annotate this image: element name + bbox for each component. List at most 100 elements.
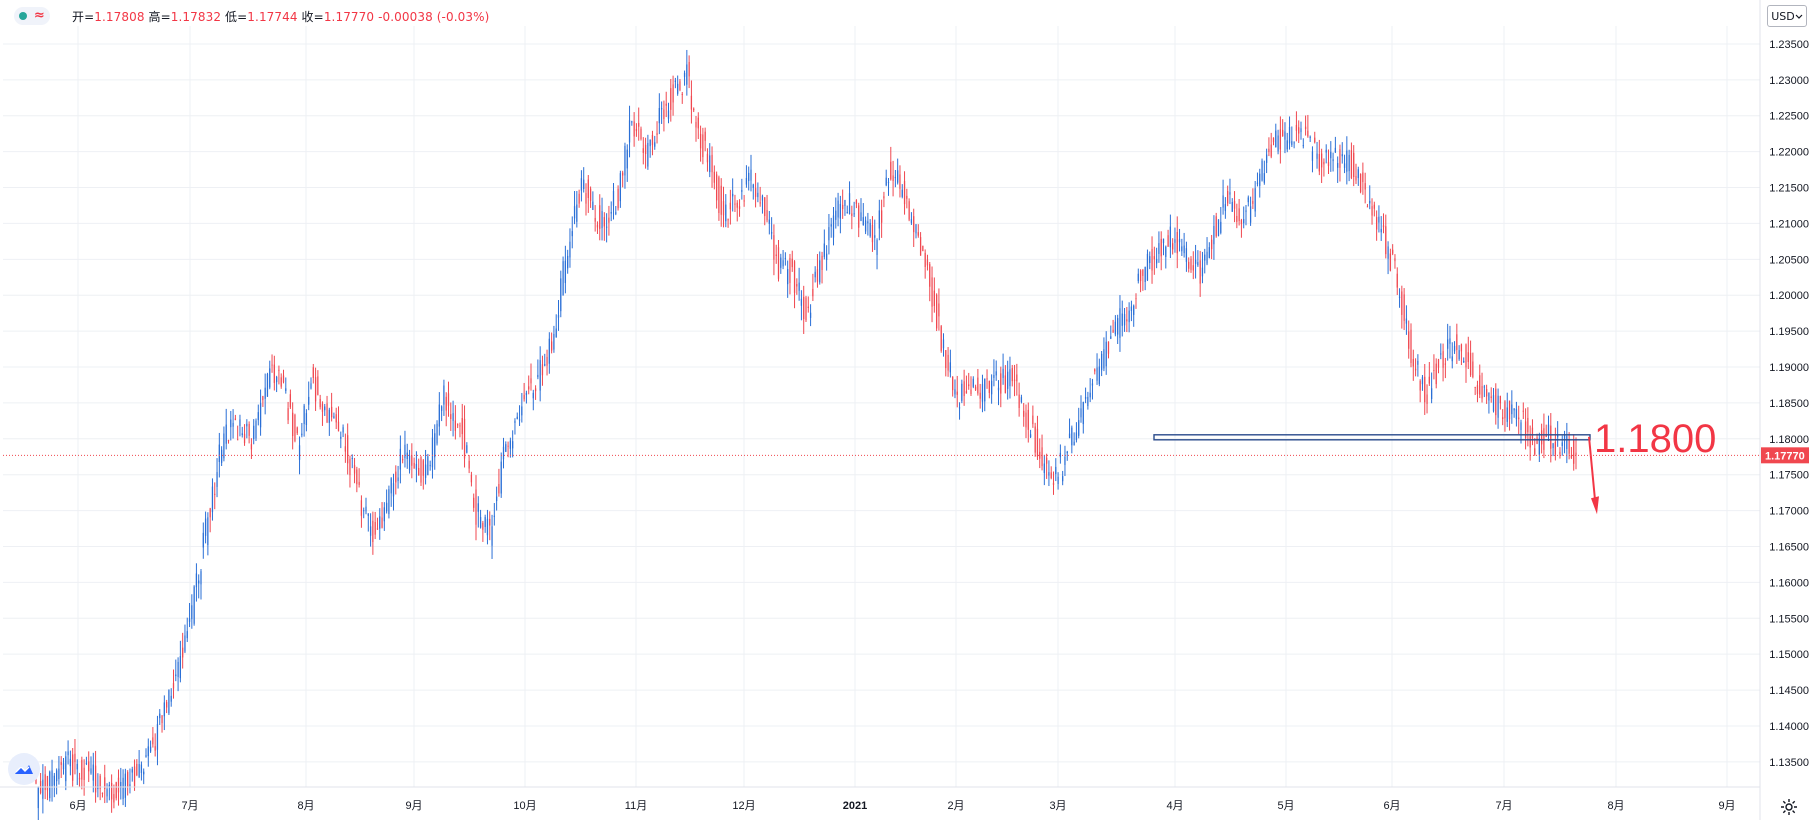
candle-body: [958, 407, 961, 409]
candle-body: [956, 391, 958, 395]
low-value: 1.17744: [247, 9, 298, 24]
candle-body: [942, 339, 945, 349]
candle-body: [500, 461, 502, 494]
gear-icon[interactable]: [1778, 796, 1800, 818]
candle-body: [211, 486, 214, 513]
candle-body: [1320, 153, 1323, 168]
candle-body: [1492, 395, 1495, 412]
candle-body: [349, 459, 351, 476]
candle-body: [784, 257, 787, 260]
candle-body: [938, 303, 940, 317]
candle-body: [532, 392, 534, 399]
candle-body: [445, 396, 447, 411]
candle-body: [418, 467, 420, 476]
candle-body: [1316, 153, 1318, 159]
candle-body: [521, 406, 523, 416]
candle-body: [793, 261, 796, 293]
status-toggle[interactable]: ≈: [14, 7, 50, 25]
candle-body: [188, 618, 191, 622]
candle-body: [702, 134, 704, 158]
candle-body: [649, 139, 651, 147]
candle-body: [46, 776, 49, 791]
candle-body: [775, 254, 777, 256]
candle-body: [264, 387, 266, 399]
x-tick-label: 8月: [297, 800, 314, 812]
candle-body: [1302, 145, 1304, 147]
candle-body: [1018, 394, 1020, 408]
candle-body: [298, 445, 301, 460]
candle-body: [1504, 401, 1506, 419]
candle-body: [626, 149, 628, 169]
candle-body: [1151, 249, 1153, 271]
x-tick-label: 9月: [1718, 800, 1735, 812]
candle-body: [686, 64, 688, 85]
candle-body: [1146, 253, 1149, 281]
candle-body: [695, 121, 697, 128]
y-tick-label: 1.23000: [1769, 75, 1809, 87]
candle-body: [1201, 267, 1204, 277]
candle-body: [1233, 201, 1236, 209]
candle-body: [1293, 142, 1295, 144]
candle-body: [94, 765, 97, 793]
candle-body: [214, 493, 216, 495]
candle-body: [1534, 448, 1536, 455]
candle-body: [947, 354, 949, 371]
close-label: 收=: [301, 9, 324, 24]
candle-body: [1114, 321, 1117, 335]
candle-body: [209, 508, 211, 518]
candle-body: [968, 384, 970, 387]
candle-body: [1463, 360, 1465, 363]
candle-body: [713, 171, 715, 183]
candle-body: [1550, 425, 1552, 449]
candle-body: [429, 465, 431, 467]
candle-body: [656, 133, 658, 135]
candle-body: [1089, 392, 1091, 398]
candle-body: [413, 462, 415, 469]
candle-body: [1495, 388, 1497, 416]
candle-body: [1224, 204, 1227, 211]
candle-body: [1210, 239, 1213, 250]
candle-body: [154, 746, 156, 751]
candle-body: [867, 221, 869, 224]
candle-body: [1078, 420, 1080, 436]
candle-body: [624, 145, 626, 176]
candle-body: [1421, 377, 1424, 385]
candle-body: [617, 188, 619, 209]
candle-body: [901, 189, 903, 197]
candle-body: [1449, 338, 1451, 344]
candle-body: [406, 452, 408, 460]
candle-body: [807, 306, 809, 309]
currency-select[interactable]: USD: [1767, 5, 1807, 27]
level-label: 1.1800: [1594, 417, 1716, 461]
candle-body: [977, 377, 979, 394]
tradingview-logo-icon[interactable]: [8, 753, 40, 785]
candle-body: [546, 356, 548, 366]
candle-body: [1426, 394, 1428, 404]
candle-body: [608, 217, 610, 223]
candle-body: [894, 177, 897, 179]
candle-body: [1346, 150, 1348, 172]
x-tick-label: 4月: [1166, 800, 1183, 812]
candle-body: [580, 178, 583, 191]
candle-body: [1068, 433, 1071, 439]
candle-body: [1240, 220, 1243, 225]
candle-body: [356, 469, 358, 485]
candle-body: [337, 421, 340, 432]
candle-body: [748, 172, 750, 181]
candle-body: [1396, 273, 1398, 288]
y-tick-label: 1.15000: [1769, 649, 1809, 661]
candle-body: [741, 190, 743, 192]
candle-body: [457, 424, 459, 426]
candle-body: [816, 269, 819, 282]
candle-body: [440, 406, 443, 411]
candle-body: [1066, 451, 1068, 454]
candle-body: [1227, 191, 1229, 204]
candle-body: [915, 224, 917, 234]
candle-body: [796, 284, 798, 287]
y-tick-label: 1.18000: [1769, 434, 1809, 446]
candle-body: [85, 762, 88, 764]
price-axis-bg[interactable]: [1760, 0, 1817, 820]
candle-body: [427, 456, 429, 476]
